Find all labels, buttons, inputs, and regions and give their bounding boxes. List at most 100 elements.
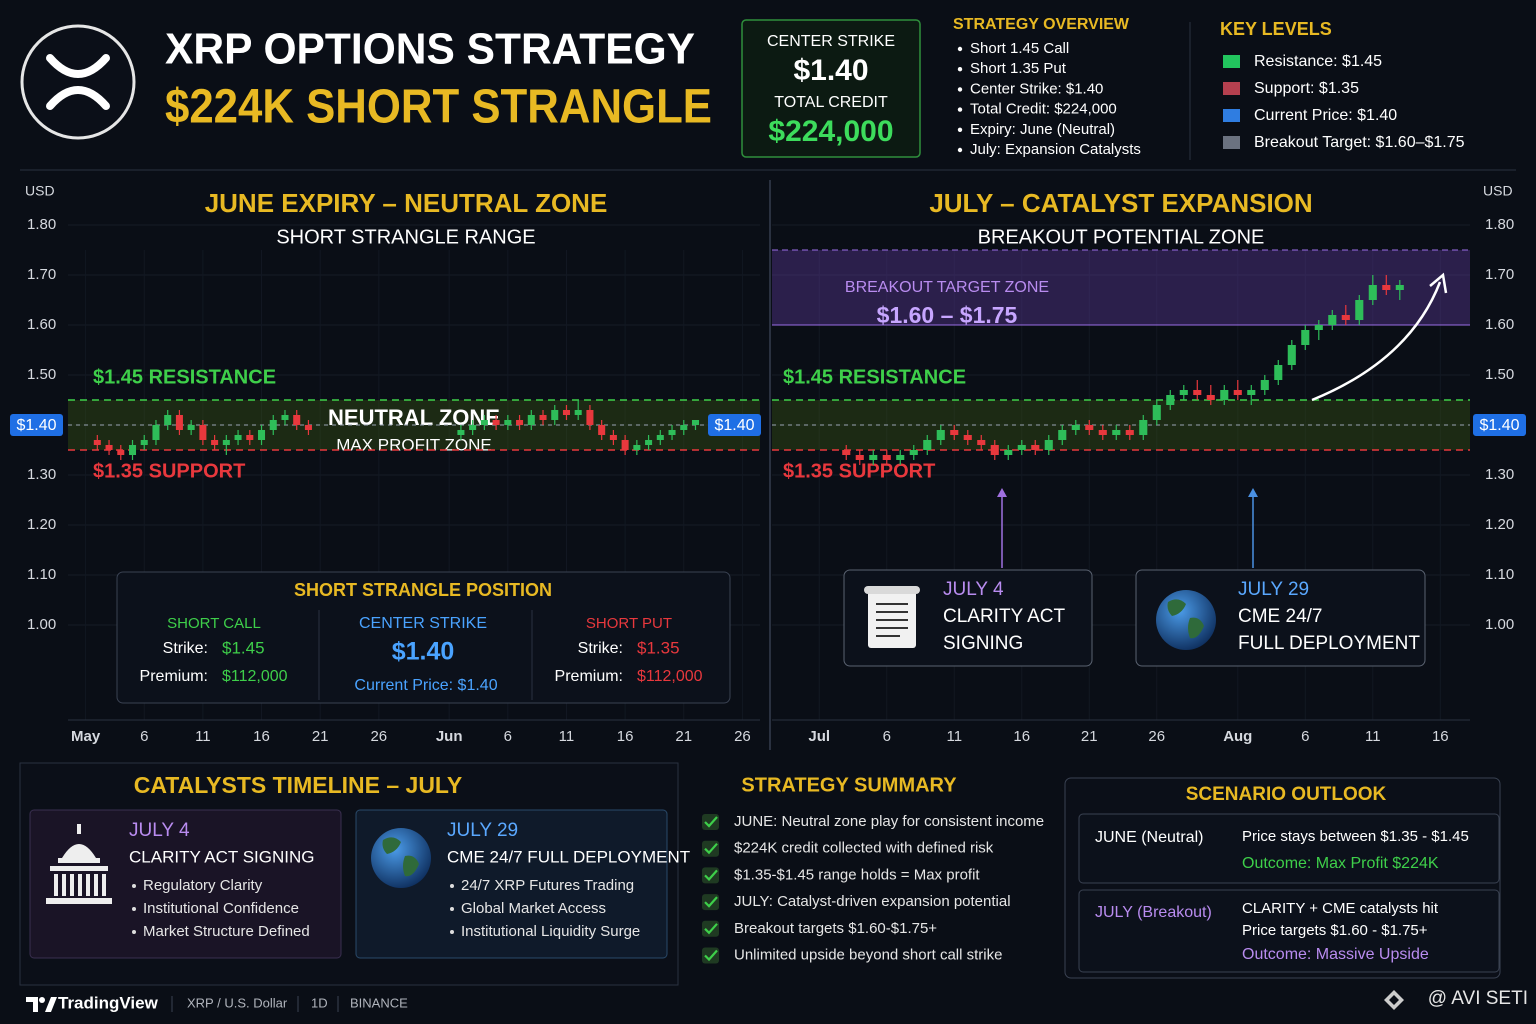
summary-item: JUNE: Neutral zone play for consistent i… — [734, 813, 1044, 830]
legend-label: Breakout Target: $1.60–$1.75 — [1254, 134, 1465, 151]
tradingview-logo — [26, 997, 57, 1012]
summary-item: $224K credit collected with defined risk — [734, 840, 994, 857]
bullet — [957, 46, 963, 52]
xrp-logo — [20, 24, 136, 140]
check-icon — [704, 816, 718, 828]
candle-body — [1125, 430, 1134, 435]
level-label: $1.35 SUPPORT — [93, 460, 245, 482]
legend-swatch — [1223, 136, 1240, 149]
bullet — [957, 107, 963, 112]
x-tick-label: Jun — [436, 728, 463, 745]
event-text: CLARITY ACT — [943, 606, 1066, 627]
candle-body — [1233, 390, 1242, 395]
legend-label: Resistance: $1.45 — [1254, 53, 1382, 70]
y-tick-label: 1.00 — [27, 616, 56, 633]
x-tick-label: 16 — [1432, 728, 1449, 745]
x-tick-label: 16 — [1013, 728, 1030, 745]
candle-body — [936, 430, 945, 440]
x-tick-label: 21 — [675, 728, 692, 745]
legend-swatch — [1223, 109, 1240, 122]
card-date: JULY 4 — [129, 820, 190, 841]
x-tick-label: Aug — [1223, 728, 1252, 745]
y-tick-label: 1.80 — [1485, 216, 1514, 233]
candle-body — [128, 445, 137, 455]
summary-item: JULY: Catalyst-driven expansion potentia… — [734, 893, 1011, 910]
candle-body — [586, 410, 594, 425]
x-tick-label: Jul — [808, 728, 830, 745]
level-label: $1.45 RESISTANCE — [93, 366, 276, 388]
legend-label: Support: $1.35 — [1254, 80, 1359, 97]
chart-subtitle: SHORT STRANGLE RANGE — [276, 226, 535, 248]
candle-body — [869, 455, 878, 460]
globe-icon — [371, 828, 431, 888]
overview-item: Center Strike: $1.40 — [970, 80, 1103, 97]
box-value: $224,000 — [768, 115, 893, 148]
bullet — [132, 884, 136, 888]
center-box — [741, 19, 921, 158]
candle-body — [609, 435, 617, 440]
leg-label: Premium: — [140, 668, 208, 685]
price-tag — [1473, 414, 1526, 436]
check-icon — [704, 923, 718, 935]
candle-body — [1395, 285, 1404, 290]
y-tick-label: 1.80 — [27, 216, 56, 233]
card-bullet: Market Structure Defined — [143, 923, 310, 940]
section-title: STRATEGY SUMMARY — [741, 774, 957, 796]
candle-body — [1112, 430, 1121, 435]
event-text: CME 24/7 — [1238, 606, 1322, 627]
chart: JUNE EXPIRY – NEUTRAL ZONE SHORT STRANGLE… — [10, 183, 761, 745]
watermark-icon — [1384, 990, 1404, 1010]
x-tick-label: 16 — [617, 728, 634, 745]
card-bullet: Regulatory Clarity — [143, 877, 263, 894]
price-tag — [10, 414, 63, 436]
candle-body — [1098, 430, 1107, 435]
level-label: $1.45 RESISTANCE — [783, 366, 966, 388]
footer-credit: @ AVI SETI — [1428, 988, 1528, 1009]
check-box — [702, 947, 719, 964]
scenario-text: CLARITY + CME catalysts hit — [1242, 900, 1439, 917]
section-title: SCENARIO OUTLOOK — [1186, 784, 1387, 805]
candle-body — [656, 435, 664, 440]
candle-body — [621, 440, 629, 450]
overview-item: July: Expansion Catalysts — [970, 141, 1141, 158]
bullet — [957, 127, 963, 132]
candle-body — [504, 420, 512, 425]
candle-body — [680, 425, 688, 430]
bullet — [450, 884, 454, 888]
bullet — [450, 930, 454, 934]
card-bullet: Global Market Access — [461, 900, 606, 917]
price-tag — [708, 414, 761, 436]
candle-body — [480, 420, 488, 425]
candle-body — [175, 415, 183, 430]
candle-body — [1139, 420, 1148, 435]
candle-body — [281, 415, 289, 420]
candle-body — [1368, 285, 1377, 300]
section-title: STRATEGY OVERVIEW — [953, 16, 1130, 33]
candle-body — [1017, 445, 1026, 450]
candle-body — [551, 410, 559, 420]
footer-brand: TradingView — [58, 993, 159, 1012]
scenario-text: Price targets $1.60 - $1.75+ — [1242, 922, 1428, 939]
candle-body — [977, 440, 986, 445]
section-title: CATALYSTS TIMELINE – JULY — [134, 772, 462, 798]
price-tag-label: $1.40 — [1479, 417, 1519, 434]
catalyst-card — [29, 809, 342, 959]
zone-sublabel: MAX PROFIT ZONE — [336, 435, 492, 454]
event-box — [1135, 569, 1426, 667]
x-tick-label: 26 — [734, 728, 751, 745]
candle-body — [1220, 390, 1229, 400]
position-box — [116, 571, 731, 704]
zone-label: BREAKOUT TARGET ZONE — [845, 279, 1049, 296]
card-bullet: Institutional Confidence — [143, 900, 299, 917]
x-tick-label: 21 — [1081, 728, 1098, 745]
price-tag-label: $1.40 — [714, 417, 754, 434]
candle-body — [1382, 285, 1391, 290]
card-heading: CME 24/7 FULL DEPLOYMENT — [447, 847, 690, 866]
candle-body — [93, 440, 101, 445]
axis-label: USD — [1483, 183, 1513, 199]
x-tick-label: May — [71, 728, 101, 745]
candle-body — [1247, 390, 1256, 395]
x-tick-label: 16 — [253, 728, 270, 745]
y-tick-label: 1.30 — [27, 466, 56, 483]
candle-body — [645, 440, 653, 445]
